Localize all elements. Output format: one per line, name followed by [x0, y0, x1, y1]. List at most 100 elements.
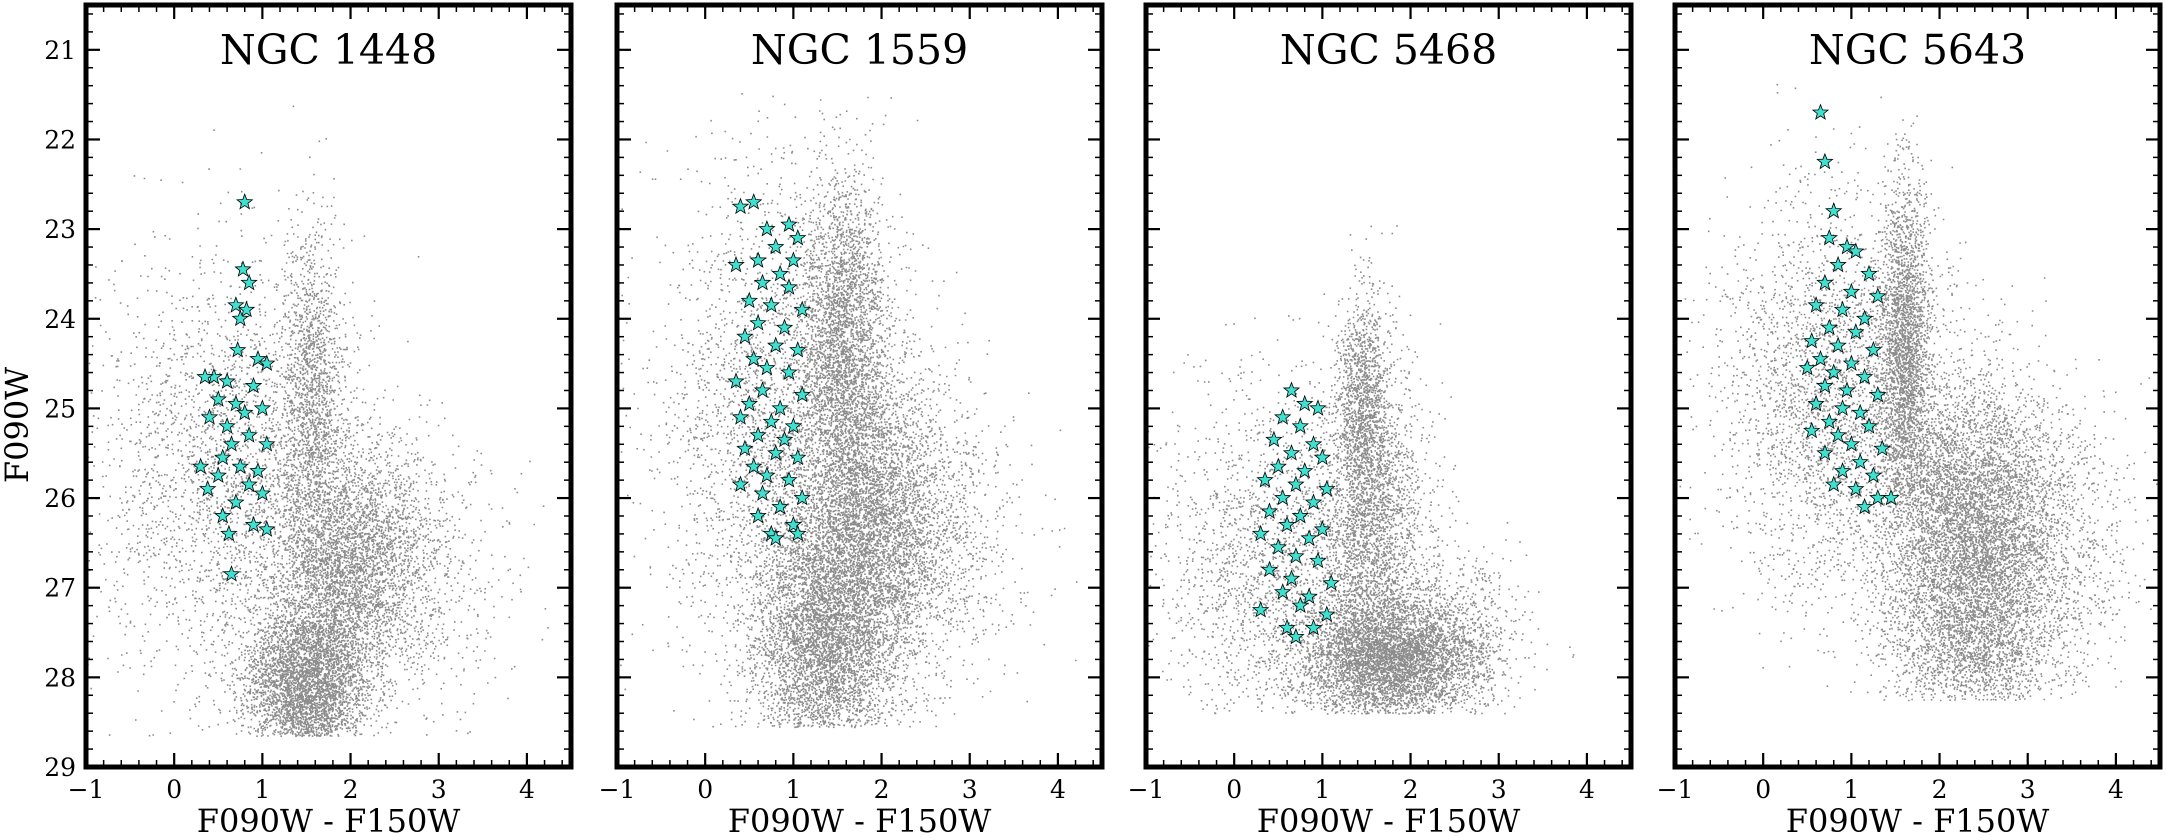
highlight-star [733, 199, 748, 214]
panel-title: NGC 5468 [1280, 26, 1497, 74]
highlight-star [1293, 418, 1308, 433]
highlight-star [224, 436, 239, 450]
x-tick-label: 1 [1314, 775, 1330, 804]
highlight-star [230, 342, 245, 357]
x-tick-label: 3 [431, 775, 447, 804]
highlight-stars [193, 194, 274, 581]
highlight-star [759, 221, 774, 236]
highlight-star [1809, 396, 1824, 411]
x-tick-label: 2 [1932, 775, 1948, 804]
x-axis: −1 0 1 2 3 4 [599, 5, 1094, 804]
highlight-star [255, 400, 270, 415]
highlight-star [1809, 297, 1824, 312]
x-axis-label: F090W - F150W [728, 802, 992, 840]
highlight-star [781, 217, 796, 232]
highlight-star [742, 293, 757, 308]
y-axis-label: F090W [0, 367, 36, 483]
highlight-star [242, 427, 257, 442]
highlight-star [1275, 409, 1290, 423]
y-tick-label: 28 [44, 663, 76, 692]
highlight-star [786, 253, 801, 268]
highlight-star [1315, 521, 1330, 536]
highlight-star [1302, 530, 1317, 545]
field-star-cloud [1631, 84, 2166, 701]
x-axis-label: F090W - F150W [1786, 802, 2050, 840]
x-tick-label: 1 [785, 775, 801, 804]
x-tick-label: 4 [519, 775, 535, 804]
highlight-star [237, 194, 252, 209]
highlight-star [1870, 490, 1885, 504]
x-tick-label: −1 [1657, 775, 1694, 804]
highlight-star [1253, 602, 1268, 617]
highlight-star [1813, 351, 1828, 366]
y-tick-label: 22 [44, 125, 76, 154]
highlight-star [1831, 427, 1846, 442]
highlight-star [1857, 311, 1872, 325]
x-tick-label: 0 [697, 775, 713, 804]
highlight-star [790, 450, 805, 465]
highlight-star [790, 230, 805, 245]
y-tick-label: 23 [44, 215, 76, 244]
x-tick-label: −1 [599, 775, 636, 804]
x-tick-label: 3 [1491, 775, 1507, 804]
highlight-star [755, 486, 770, 500]
highlight-star [1288, 477, 1303, 492]
y-tick-label: 27 [44, 574, 76, 603]
x-tick-label: −1 [1128, 775, 1165, 804]
highlight-star [1813, 105, 1828, 119]
highlight-star [733, 409, 748, 423]
highlight-star [1306, 495, 1321, 510]
highlight-star [751, 427, 766, 442]
highlight-star [1800, 360, 1815, 374]
highlight-star [790, 342, 805, 357]
highlight-star [1284, 383, 1299, 398]
highlight-star [737, 441, 752, 455]
x-tick-label: 2 [343, 775, 359, 804]
x-tick-label: 3 [962, 775, 978, 804]
highlight-star [1835, 463, 1850, 477]
highlight-star [255, 486, 270, 500]
field-star-cloud [3, 106, 603, 738]
highlight-star [1817, 154, 1832, 169]
highlight-star [1310, 553, 1325, 568]
x-tick-label: 0 [166, 775, 182, 804]
panel-title: NGC 1448 [220, 26, 437, 74]
highlight-star [211, 468, 226, 483]
highlight-star [1306, 436, 1321, 450]
x-tick-label: 0 [1226, 775, 1242, 804]
highlight-star [773, 266, 788, 281]
highlight-star [1310, 400, 1325, 415]
x-axis-label: F090W - F150W [197, 802, 461, 840]
x-tick-label: 2 [874, 775, 890, 804]
x-tick-label: 3 [2020, 775, 2036, 804]
highlight-star [1297, 396, 1312, 411]
highlight-star [742, 396, 757, 411]
highlight-star [1822, 320, 1837, 335]
highlight-star [751, 315, 766, 330]
highlight-star [1302, 589, 1317, 603]
x-tick-label: 0 [1755, 775, 1771, 804]
field-star-cloud [565, 93, 1077, 728]
highlight-star [1861, 418, 1876, 433]
highlight-star [1275, 584, 1290, 599]
y-tick-label: 25 [44, 394, 76, 423]
highlight-star [246, 378, 261, 393]
highlight-star [235, 262, 250, 276]
y-axis [617, 14, 1102, 767]
highlight-star [755, 275, 770, 290]
x-tick-label: 4 [2108, 775, 2124, 804]
highlight-star [259, 521, 274, 536]
highlight-star [1870, 288, 1885, 302]
highlight-star [220, 374, 235, 389]
field-star-cloud [1089, 225, 1575, 715]
highlight-star [242, 275, 257, 290]
highlight-star [1271, 459, 1286, 474]
highlight-star [1835, 400, 1850, 415]
highlight-star [737, 329, 752, 344]
highlight-star [1826, 203, 1841, 218]
